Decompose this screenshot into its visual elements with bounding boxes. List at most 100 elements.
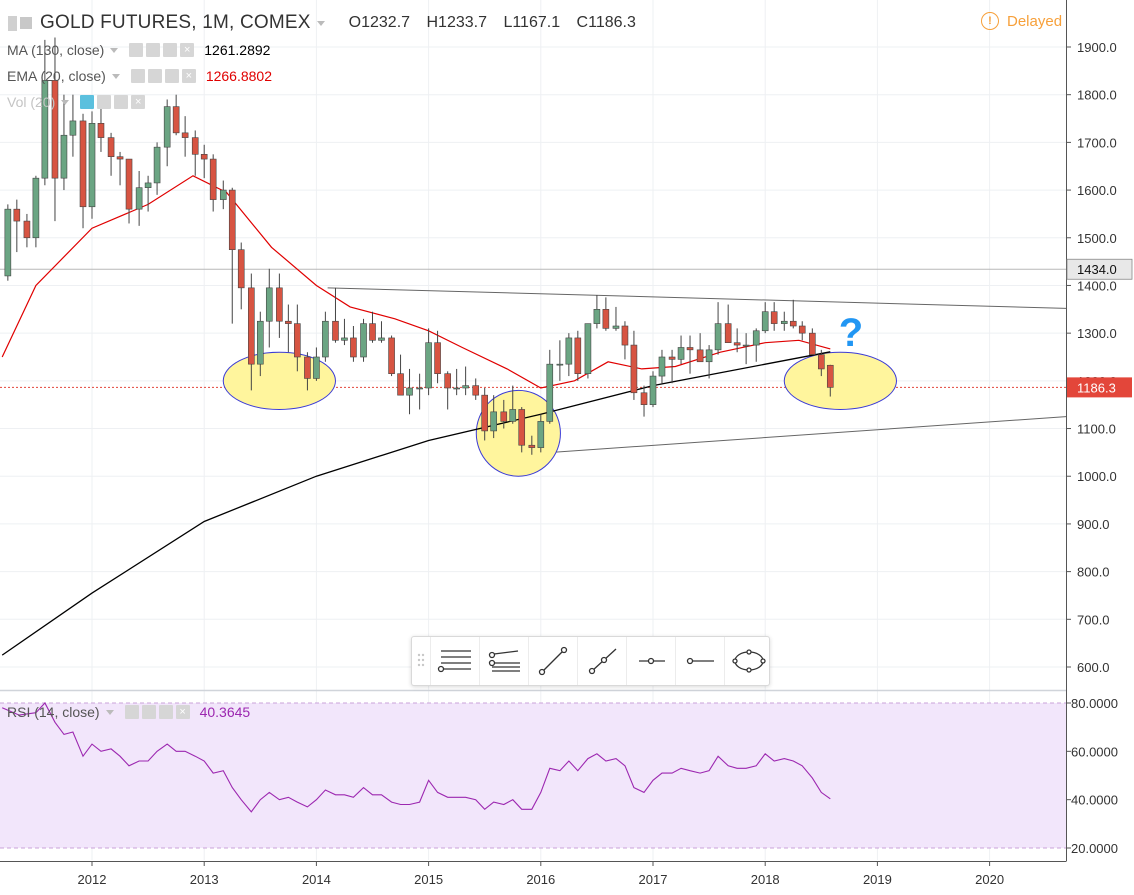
symbol-flag-icon [8,15,17,31]
ema-label[interactable]: EMA (20, close) [7,68,106,84]
candle-body [528,444,536,448]
settings-icon[interactable] [97,95,112,109]
close-icon[interactable]: × [180,43,195,57]
symbol-square-icon[interactable] [20,17,32,29]
legend-rsi[interactable]: RSI (14, close) × 40.3645 [7,704,250,720]
symbol-title[interactable]: GOLD FUTURES, 1M, COMEX [40,12,311,33]
chevron-down-icon[interactable] [110,47,119,53]
candle-body [265,287,273,322]
settings-icon[interactable] [146,43,161,57]
candle-body [125,158,133,210]
chevron-down-icon[interactable] [61,99,70,105]
candle-body [649,375,657,405]
price-tick-label: 1800.0 [1077,88,1117,103]
price-tick-label: 600.0 [1077,660,1110,675]
settings-icon[interactable] [147,69,162,83]
trend-line-icon[interactable] [528,637,577,685]
horizontal-ray-icon[interactable] [626,637,675,685]
candle-body [360,323,367,358]
eye-icon[interactable] [129,43,144,57]
candle-body [546,363,554,422]
candle-body [378,337,385,341]
low-value: 1167.1 [512,14,561,31]
candle-body [51,80,59,179]
candle-body [163,106,171,148]
time-tick-label: 2020 [975,872,1004,887]
candle-body [640,392,648,405]
candle-body [219,189,227,200]
ma-label[interactable]: MA (130, close) [7,42,105,58]
drag-handle-icon[interactable] [412,637,430,685]
candle-body [191,137,199,155]
close-icon[interactable]: × [181,69,196,83]
legend-vol[interactable]: Vol (20) × [7,94,146,110]
eye-icon[interactable] [124,705,139,719]
ray-icon[interactable] [577,637,626,685]
candle-body [630,344,638,394]
candle-body [248,287,255,365]
candle-body [144,182,152,188]
candle-body [500,411,508,422]
candle-body [350,337,357,358]
candle-body [752,330,760,346]
rsi-band [0,703,1066,848]
high-label: H [426,14,439,31]
candle-body [556,363,564,366]
candle-body [172,106,180,134]
close-icon[interactable]: × [131,95,146,109]
candle-body [237,249,245,289]
eye-icon[interactable] [130,69,145,83]
candle-body [209,158,217,200]
candle-body [462,385,469,389]
legend-ma[interactable]: MA (130, close) × 1261.2892 [7,42,270,58]
candle-body [41,80,49,179]
candle-body [397,373,404,396]
candle-body [332,320,339,341]
candle-body [434,342,441,374]
settings-icon[interactable] [141,705,156,719]
time-tick-label: 2016 [526,872,555,887]
candle-body [13,208,21,222]
candlestick-series [4,37,834,455]
legend-ema[interactable]: EMA (20, close) × 1266.8802 [7,68,272,84]
price-tick-label: 800.0 [1077,565,1110,580]
chevron-down-icon[interactable] [316,20,325,26]
trend-fan-icon[interactable] [479,637,528,685]
candle-body [107,137,115,157]
add-icon[interactable] [114,95,129,109]
chevron-down-icon[interactable] [111,73,120,79]
horizontal-line-icon[interactable] [675,637,724,685]
price-tick-label: 1700.0 [1077,135,1117,150]
candle-body [69,120,77,136]
rsi-label[interactable]: RSI (14, close) [7,704,100,720]
trendline-1 [551,416,1067,453]
eye-icon[interactable] [80,95,95,109]
candle-body [153,146,161,184]
candle-body [705,349,713,363]
candle-body [490,411,497,432]
candle-body [724,323,732,343]
ellipse-icon[interactable] [724,637,773,685]
drawing-toolbar [411,636,770,686]
delayed-status[interactable]: ! Delayed [981,12,1062,30]
price-tick-label: 1300.0 [1077,326,1117,341]
candle-body [116,156,124,160]
price-tag-label: 1186.3 [1077,380,1116,395]
candle-body [593,309,601,324]
add-icon[interactable] [163,43,178,57]
candle-body [770,311,778,324]
add-icon[interactable] [158,705,173,719]
horizontal-lines-icon[interactable] [430,637,479,685]
candle-body [79,120,87,208]
add-icon[interactable] [164,69,179,83]
rsi-tick-label: 60.0000 [1071,744,1118,759]
chevron-down-icon[interactable] [105,709,114,715]
candle-body [444,373,451,389]
trendline-0 [327,287,1067,309]
close-label: C [576,14,589,31]
vol-label[interactable]: Vol (20) [7,94,56,110]
candle-body [285,320,292,324]
close-icon[interactable]: × [175,705,190,719]
candle-body [809,332,816,355]
